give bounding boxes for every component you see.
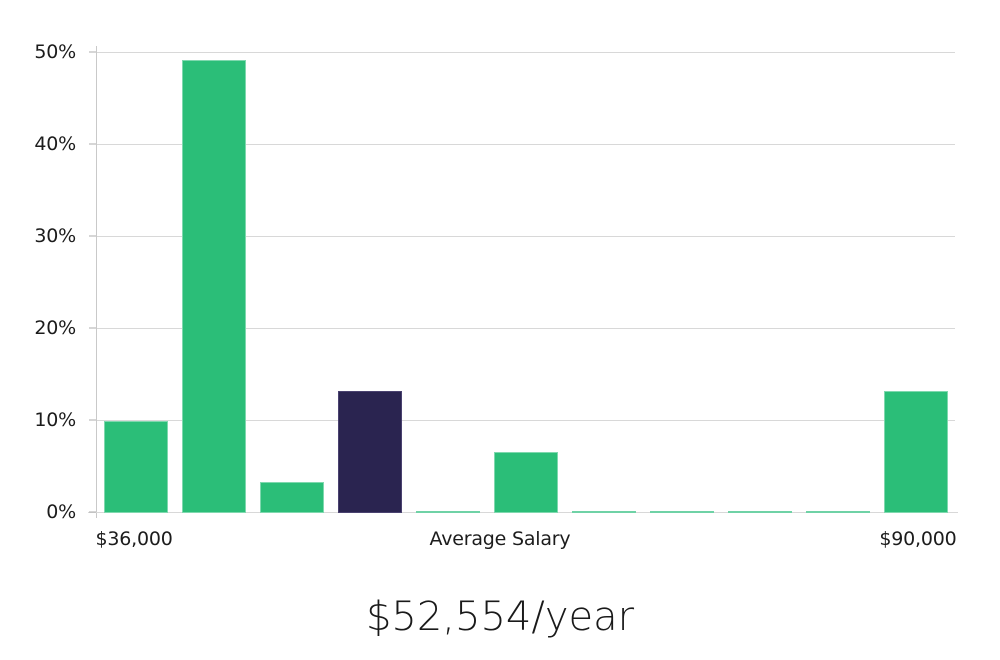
x-axis-tick-labels: $36,000 Average Salary $90,000 (0, 528, 1000, 562)
y-axis-tick-label: 50% (34, 41, 76, 63)
y-axis-tick-labels: 0% 10% 20% 30% 40% 50% (0, 0, 96, 575)
y-axis-tick-label: 10% (34, 409, 76, 431)
y-axis-tick-mark (89, 419, 96, 421)
bar-chart: 0% 10% 20% 30% 40% 50% $36,000 Average Salary… (0, 0, 1000, 575)
y-axis-tick-mark (89, 143, 96, 145)
y-axis-tick-label: 40% (34, 133, 76, 155)
x-axis-label-max: $90,000 (879, 528, 957, 550)
y-axis-tick-mark (89, 51, 96, 53)
y-axis-line (96, 46, 97, 518)
y-axis-tick-label: 30% (34, 225, 76, 247)
bar[interactable] (338, 390, 402, 513)
bar[interactable] (806, 511, 870, 513)
bar[interactable] (572, 511, 636, 513)
bar[interactable] (260, 481, 324, 513)
bar[interactable] (494, 452, 558, 513)
bar[interactable] (884, 390, 948, 513)
bar-series (97, 52, 955, 513)
y-axis-tick-label: 20% (34, 317, 76, 339)
x-axis-label-min: $36,000 (95, 528, 173, 550)
y-axis-tick-label: 0% (46, 501, 76, 523)
y-axis-tick-mark (89, 327, 96, 329)
bar[interactable] (182, 60, 246, 513)
y-axis-tick-mark (89, 511, 96, 513)
bar[interactable] (728, 511, 792, 513)
y-axis-tick-mark (89, 235, 96, 237)
bar[interactable] (104, 421, 168, 513)
chart-caption: $52,554/year (365, 594, 635, 640)
bar[interactable] (650, 511, 714, 513)
x-axis-title: Average Salary (429, 528, 571, 550)
bar[interactable] (416, 511, 480, 513)
